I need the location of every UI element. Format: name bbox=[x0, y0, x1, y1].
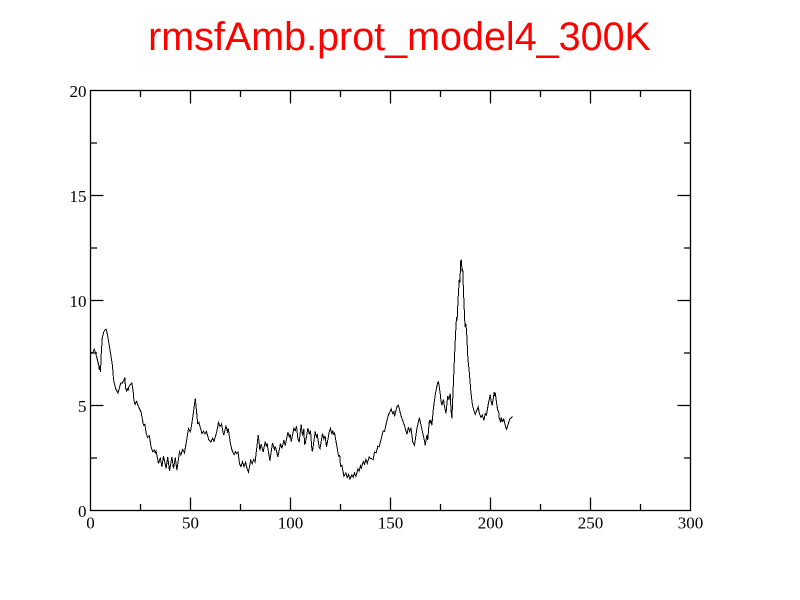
svg-text:100: 100 bbox=[278, 514, 304, 533]
svg-text:200: 200 bbox=[478, 514, 504, 533]
svg-text:10: 10 bbox=[70, 292, 87, 311]
svg-text:0: 0 bbox=[78, 502, 87, 521]
svg-text:0: 0 bbox=[86, 514, 95, 533]
svg-text:15: 15 bbox=[70, 187, 87, 206]
svg-text:rmsfAmb.prot_model4_300K: rmsfAmb.prot_model4_300K bbox=[148, 15, 651, 59]
svg-text:150: 150 bbox=[378, 514, 404, 533]
svg-text:50: 50 bbox=[182, 514, 199, 533]
svg-text:250: 250 bbox=[578, 514, 604, 533]
svg-text:5: 5 bbox=[78, 397, 87, 416]
svg-text:300: 300 bbox=[678, 514, 704, 533]
svg-text:20: 20 bbox=[70, 82, 87, 101]
